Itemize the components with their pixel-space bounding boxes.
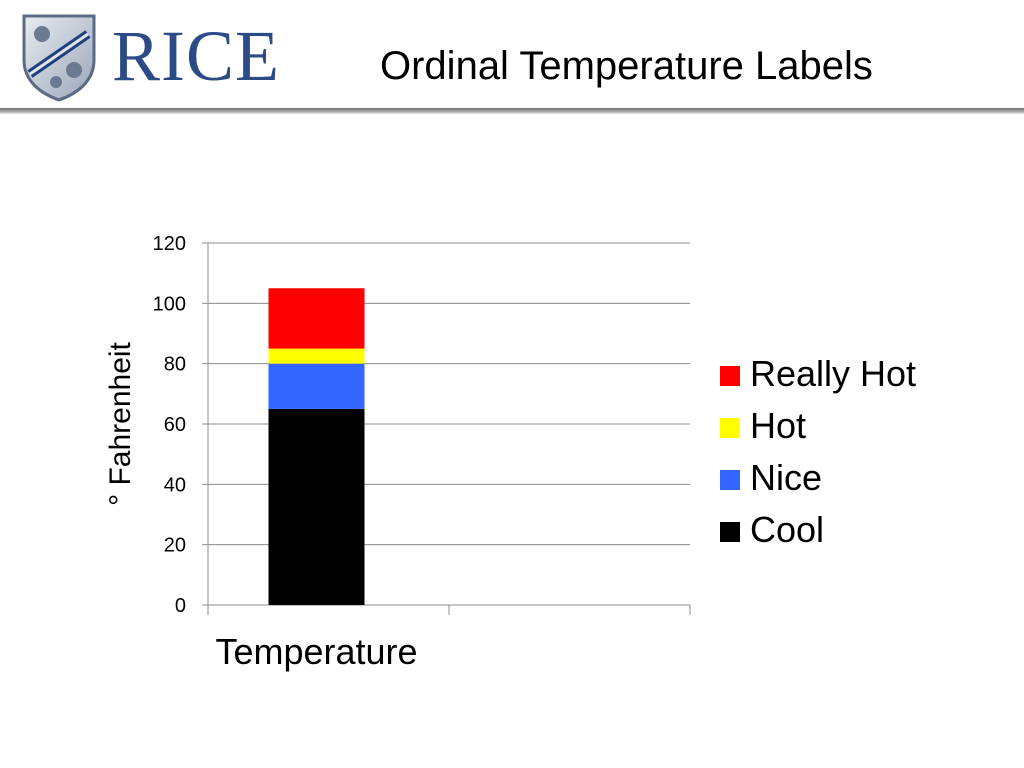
y-tick-label: 40	[164, 474, 186, 496]
legend-label: Hot	[750, 405, 807, 446]
bar-segment-really-hot	[268, 288, 365, 349]
legend-label: Nice	[750, 457, 823, 498]
y-tick-label: 60	[164, 414, 186, 436]
bar-segment-cool	[268, 408, 365, 605]
legend-label: Cool	[750, 509, 825, 550]
slide-title: Ordinal Temperature Labels	[380, 44, 873, 88]
brand-wordmark: RICE	[112, 16, 281, 96]
legend-swatch	[720, 522, 740, 542]
y-tick-label: 80	[164, 354, 186, 376]
bar-segment-nice	[268, 363, 365, 409]
slide-header: RICE Ordinal Temperature Labels	[0, 0, 1024, 110]
bar-segment-hot	[268, 348, 365, 364]
y-tick-label: 20	[164, 535, 186, 557]
legend-swatch	[720, 366, 740, 386]
y-axis-label: ° Fahrenheit	[104, 341, 137, 505]
y-tick-label: 100	[153, 293, 186, 315]
legend-label: Really Hot	[750, 353, 917, 394]
rice-owl-shield-icon	[22, 14, 96, 102]
header-divider	[0, 108, 1024, 114]
y-tick-label: 0	[175, 595, 186, 617]
y-tick-label: 120	[153, 233, 186, 255]
legend-swatch	[720, 470, 740, 490]
x-category-label: Temperature	[215, 631, 417, 672]
legend-swatch	[720, 418, 740, 438]
